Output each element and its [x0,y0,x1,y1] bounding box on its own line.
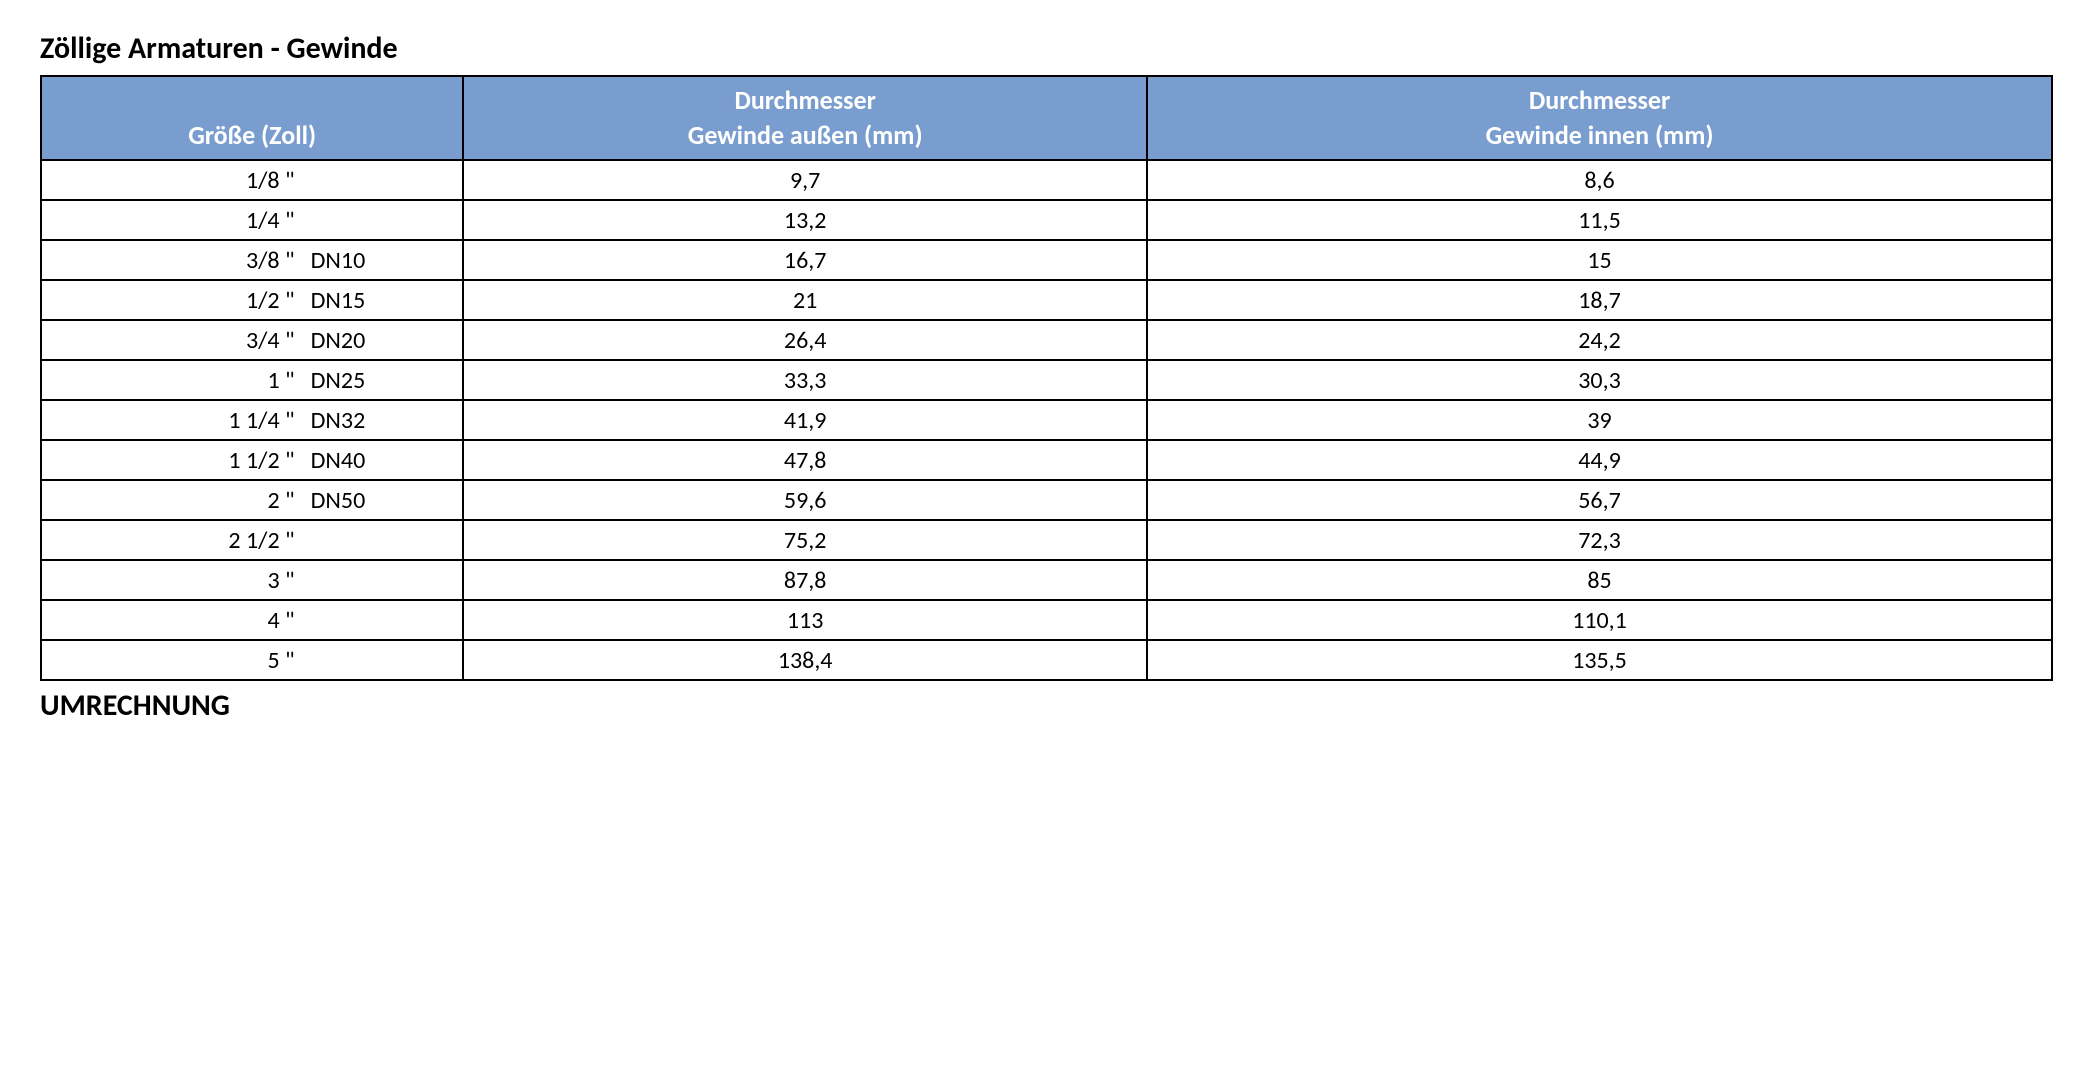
cell-size: 1 " DN25 [41,360,463,400]
size-inch: 5 " [50,646,301,675]
cell-outer: 87,8 [463,560,1147,600]
size-inch: 1 " [50,366,301,395]
table-row: 1/4 " 13,2 11,5 [41,200,2052,240]
size-dn: DN25 [301,366,455,395]
cell-size: 1/4 " [41,200,463,240]
cell-outer: 75,2 [463,520,1147,560]
cell-outer: 47,8 [463,440,1147,480]
size-dn: DN40 [301,446,455,475]
cell-size: 3/4 " DN20 [41,320,463,360]
header-inner-line1: Durchmesser [1529,84,1670,116]
cell-size: 5 " [41,640,463,680]
cell-inner: 8,6 [1147,160,2052,200]
cell-inner: 135,5 [1147,640,2052,680]
table-row: 1 1/2 " DN40 47,8 44,9 [41,440,2052,480]
cell-inner: 56,7 [1147,480,2052,520]
cell-inner: 44,9 [1147,440,2052,480]
cell-size: 1 1/4 " DN32 [41,400,463,440]
header-outer-diameter: Durchmesser Gewinde außen (mm) [463,76,1147,160]
cell-inner: 85 [1147,560,2052,600]
size-inch: 1/4 " [50,206,301,235]
cell-size: 3 " [41,560,463,600]
size-dn: DN50 [301,486,455,515]
cell-inner: 24,2 [1147,320,2052,360]
cell-outer: 33,3 [463,360,1147,400]
header-outer-line2: Gewinde außen (mm) [688,119,923,151]
table-header-row: Größe (Zoll) Durchmesser Gewinde außen (… [41,76,2052,160]
header-outer-line1: Durchmesser [734,84,875,116]
header-inner-diameter: Durchmesser Gewinde innen (mm) [1147,76,2052,160]
table-row: 4 " 113 110,1 [41,600,2052,640]
cell-size: 1/2 " DN15 [41,280,463,320]
size-inch: 1 1/4 " [50,406,301,435]
table-body: 1/8 " 9,7 8,6 1/4 " 13,2 11,5 3/8 " DN10 [41,160,2052,680]
size-inch: 1/8 " [50,166,301,195]
header-size: Größe (Zoll) [41,76,463,160]
cell-inner: 39 [1147,400,2052,440]
cell-outer: 16,7 [463,240,1147,280]
cell-outer: 138,4 [463,640,1147,680]
table-row: 1 1/4 " DN32 41,9 39 [41,400,2052,440]
cell-outer: 26,4 [463,320,1147,360]
size-dn: DN20 [301,326,455,355]
cell-outer: 21 [463,280,1147,320]
cell-size: 1 1/2 " DN40 [41,440,463,480]
thread-size-table: Größe (Zoll) Durchmesser Gewinde außen (… [40,75,2053,681]
page-title: Zöllige Armaturen - Gewinde [40,30,2053,67]
header-inner-line2: Gewinde innen (mm) [1486,119,1714,151]
cell-size: 2 1/2 " [41,520,463,560]
size-dn: DN15 [301,286,455,315]
cell-size: 2 " DN50 [41,480,463,520]
cell-inner: 110,1 [1147,600,2052,640]
cell-size: 3/8 " DN10 [41,240,463,280]
cell-inner: 15 [1147,240,2052,280]
table-row: 1 " DN25 33,3 30,3 [41,360,2052,400]
cell-inner: 18,7 [1147,280,2052,320]
table-row: 1/8 " 9,7 8,6 [41,160,2052,200]
cell-outer: 9,7 [463,160,1147,200]
cell-outer: 41,9 [463,400,1147,440]
size-inch: 2 1/2 " [50,526,301,555]
cell-inner: 11,5 [1147,200,2052,240]
size-inch: 2 " [50,486,301,515]
size-inch: 3 " [50,566,301,595]
size-dn: DN32 [301,406,455,435]
cell-outer: 113 [463,600,1147,640]
size-inch: 3/8 " [50,246,301,275]
size-dn: DN10 [301,246,455,275]
table-row: 3/8 " DN10 16,7 15 [41,240,2052,280]
table-row: 2 " DN50 59,6 56,7 [41,480,2052,520]
subtitle: UMRECHNUNG [40,687,2053,724]
size-inch: 1 1/2 " [50,446,301,475]
table-row: 2 1/2 " 75,2 72,3 [41,520,2052,560]
size-inch: 3/4 " [50,326,301,355]
table-row: 1/2 " DN15 21 18,7 [41,280,2052,320]
cell-size: 1/8 " [41,160,463,200]
cell-size: 4 " [41,600,463,640]
table-row: 3/4 " DN20 26,4 24,2 [41,320,2052,360]
size-inch: 1/2 " [50,286,301,315]
size-inch: 4 " [50,606,301,635]
cell-inner: 30,3 [1147,360,2052,400]
cell-inner: 72,3 [1147,520,2052,560]
table-row: 3 " 87,8 85 [41,560,2052,600]
cell-outer: 59,6 [463,480,1147,520]
table-row: 5 " 138,4 135,5 [41,640,2052,680]
cell-outer: 13,2 [463,200,1147,240]
